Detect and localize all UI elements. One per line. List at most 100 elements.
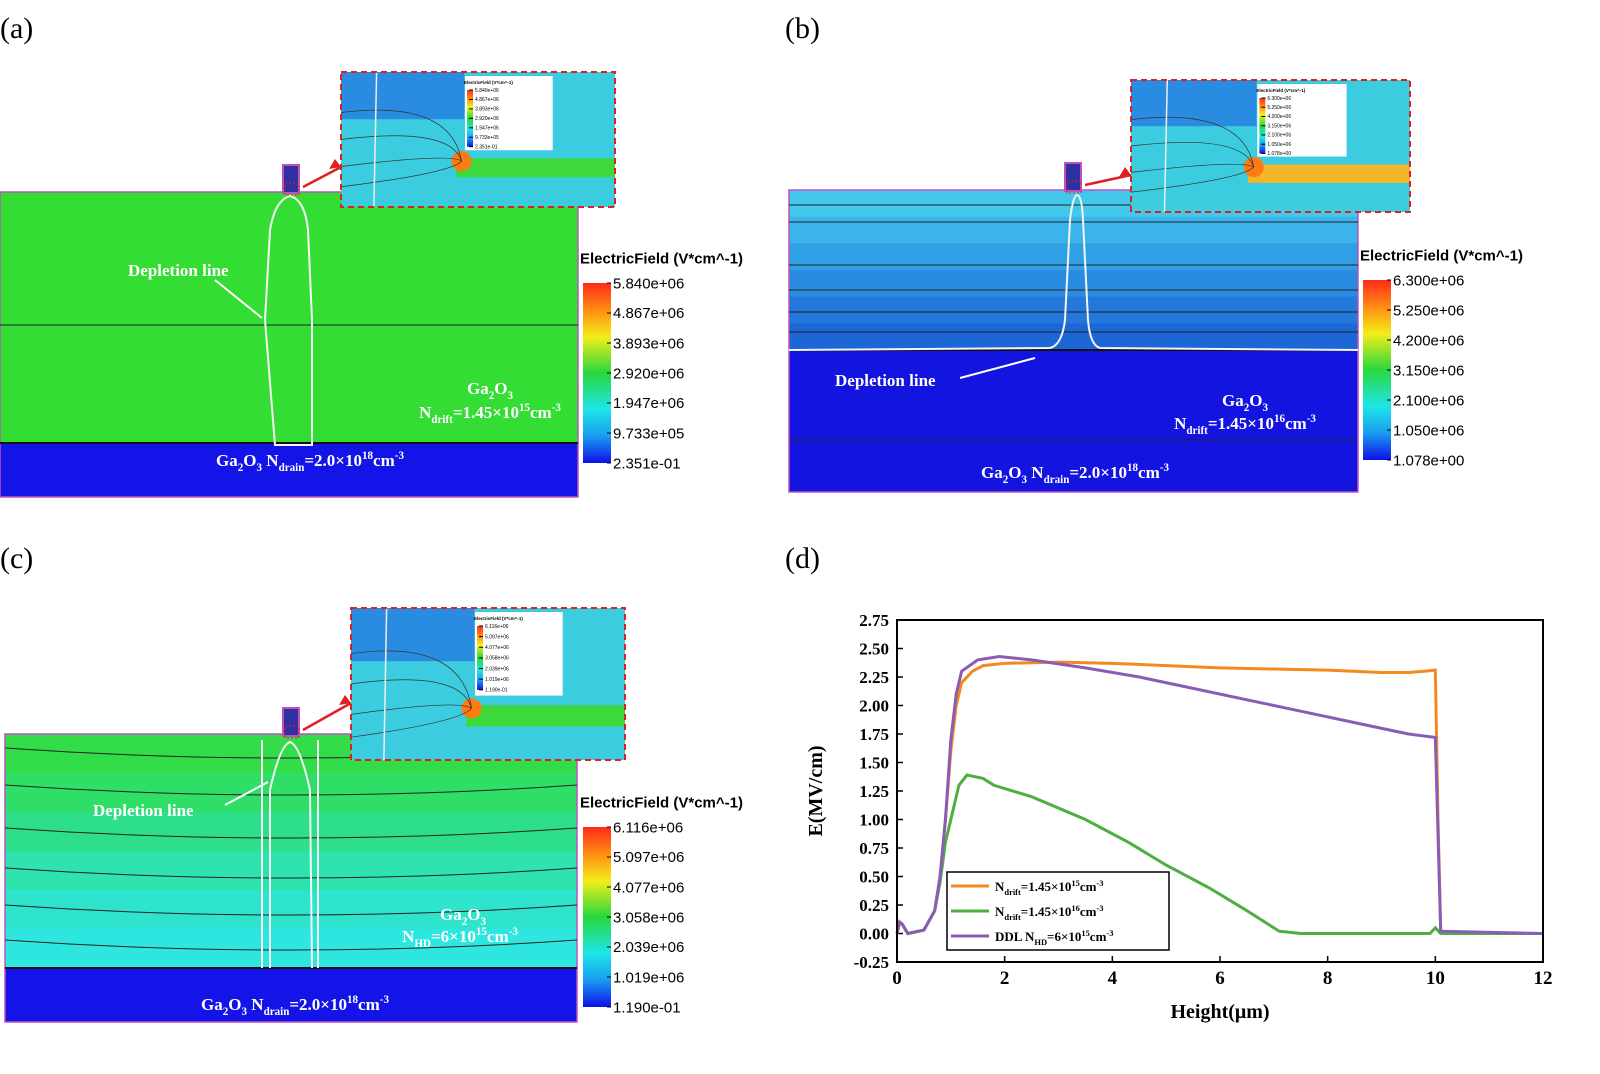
text-part: O [1249,391,1262,410]
text-part: =1.45×10 [453,403,519,422]
drift-region [789,296,1358,324]
inset-colorbar-label: 4.077e+06 [485,645,509,651]
y-axis-label: E(MV/cm) [805,745,827,836]
colorbar-label: 6.300e+06 [1393,272,1464,289]
inset-contour [1130,142,1255,168]
text-part: N [1174,414,1187,433]
text-part: Ga [216,451,238,470]
material-label: Ga2O3 [1222,391,1269,414]
text-part: 18 [347,994,359,1006]
inset-colorbar-label: 3.893e+06 [475,107,499,113]
inset-top [341,72,465,120]
y-tick-label: -0.25 [854,953,889,972]
text-part: Ga [1222,391,1244,410]
x-tick-label: 0 [892,968,902,989]
inset-colorbar-label: 2.351e-01 [475,144,498,150]
legend-label: Ndrift=1.45×1015cm-3 [995,878,1103,897]
inset-colorbar-label: 6.116e+06 [485,624,509,630]
depletion-arrow [959,357,1036,379]
zoom-arrow [1084,173,1132,187]
colorbar-title: ElectricField (V*cm^-1) [580,251,743,268]
inset-contour [340,109,462,162]
inset-colorbar-label: 6.300e+06 [1267,96,1291,102]
y-tick-label: 1.75 [859,725,889,744]
drift-region [5,929,577,969]
panel-label: (d) [785,542,820,575]
text-part: cm [530,403,552,422]
x-tick-label: 12 [1534,968,1553,989]
inset-oxide [456,158,615,178]
colorbar-label: 1.190e-01 [613,999,681,1016]
colorbar-label: 5.840e+06 [613,275,684,292]
depletion-arrow [214,279,263,319]
text-part: drain [264,1006,290,1018]
inset-colorbar-label: 1.947e+06 [475,126,499,132]
text-part: drift [1186,425,1208,437]
text-part: =2.0×10 [1069,463,1127,482]
gate [282,707,300,737]
drift-region [789,243,1358,271]
inset-top [1131,80,1257,127]
text-part: -3 [1096,878,1103,888]
contour-line [4,867,578,879]
colorbar-title: ElectricField (V*cm^-1) [580,795,743,812]
drift-region [5,890,577,930]
colorbar-label: 6.116e+06 [613,819,683,836]
text-part: -3 [1160,462,1170,474]
colorbar [1363,280,1391,460]
text-part: =1.45×10 [1021,879,1072,894]
drift-region [5,851,577,891]
text-part: 2 [1244,402,1250,414]
text-part: 2 [1003,474,1009,486]
inset-contour [1130,166,1255,193]
contour-line [4,784,578,796]
text-part: 2 [223,1006,229,1018]
y-tick-label: 0.25 [859,896,889,915]
inset-frame [340,71,616,208]
drain-region [0,442,579,498]
doping-label: Ndrift=1.45×1015cm-3 [419,402,561,426]
inset-colorbar-label: 2.039e+06 [485,666,509,672]
inset-colorbar-label: 9.733e+05 [475,135,499,141]
y-tick-label: 0.50 [859,868,889,887]
drain-label: Ga2O3 Ndrain=2.0×1018cm-3 [201,994,389,1018]
colorbar-label: 3.058e+06 [613,909,684,926]
colorbar-label: 9.733e+05 [613,425,684,442]
text-part: O [243,451,256,470]
text-part: drain [279,462,305,474]
inset-colorbar-title: ElectricField (V*cm^-1) [474,616,523,621]
text-part: drift [1004,912,1021,922]
zoom-arrow [302,165,342,189]
panel-label: (b) [785,12,820,45]
y-tick-label: 2.75 [859,611,889,630]
colorbar-label: 2.351e-01 [613,455,681,472]
inset-legend-bg [465,76,553,151]
text-part: 16 [1274,413,1286,425]
text-part: cm [487,927,509,946]
inset-contour [1130,116,1255,168]
colorbar-label: 1.947e+06 [613,395,684,412]
text-part: =1.45×10 [1021,904,1072,919]
inset-oxide [466,705,625,727]
zoom-arrowhead [339,695,351,705]
text-part: -3 [380,994,390,1006]
text-part: cm [1090,929,1107,944]
colorbar-label: 2.920e+06 [613,365,684,382]
colorbar-label: 5.097e+06 [613,849,684,866]
inset-colorbar-label: 3.058e+06 [485,656,509,662]
text-part: cm [358,995,380,1014]
text-part: 15 [476,926,488,938]
contour-line [4,827,578,839]
depletion-label: Depletion line [93,801,194,820]
y-tick-label: 2.00 [859,697,889,716]
x-tick-label: 2 [1000,968,1010,989]
colorbar-label: 4.077e+06 [613,879,684,896]
zoom-arrowhead [329,159,341,169]
y-tick-label: 1.00 [859,811,889,830]
x-tick-label: 4 [1108,968,1118,989]
inset-colorbar-label: 1.078e+00 [1267,151,1291,157]
text-part: O [1008,463,1021,482]
inset-top [351,608,475,662]
inset-colorbar-label: 5.840e+06 [475,88,499,94]
